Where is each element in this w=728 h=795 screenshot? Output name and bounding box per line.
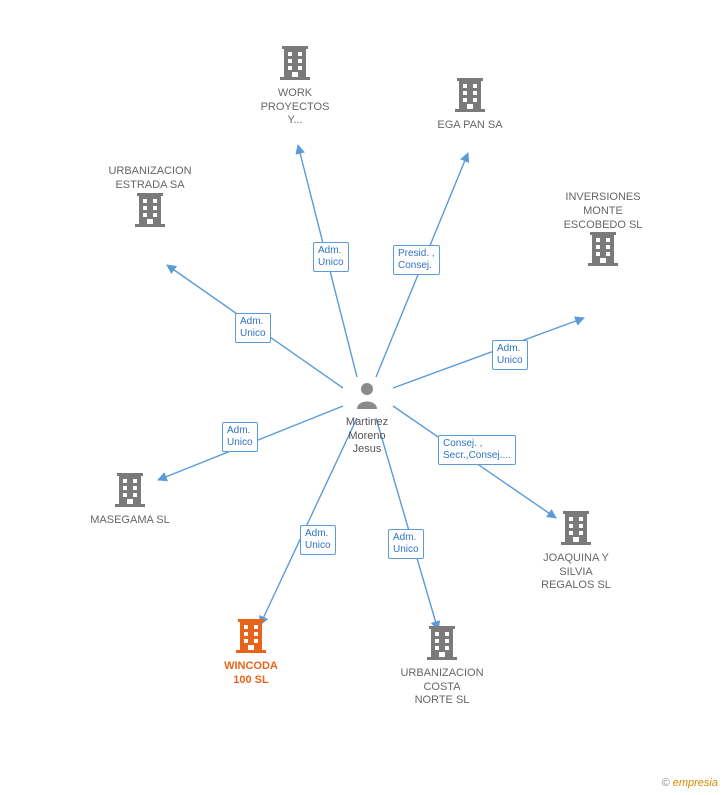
company-label: INVERSIONESMONTEESCOBEDO SL <box>543 191 663 232</box>
building-icon <box>588 232 618 271</box>
company-label: URBANIZACIONESTRADA SA <box>90 165 210 193</box>
company-node-work[interactable]: WORKPROYECTOSY... <box>235 46 355 128</box>
company-node-joaq[interactable]: JOAQUINA YSILVIAREGALOS SL <box>516 511 636 593</box>
company-node-urbcn[interactable]: URBANIZACIONCOSTANORTE SL <box>382 626 502 708</box>
building-icon <box>455 78 485 117</box>
center-label: MartinezMorenoJesus <box>327 416 407 457</box>
person-icon <box>355 381 379 414</box>
edge-label-ega: Presid. , Consej. <box>393 245 440 275</box>
copyright: © empresia <box>662 777 718 789</box>
edge-label-urbest: Adm. Unico <box>235 313 271 343</box>
building-icon <box>236 619 266 658</box>
company-label: MASEGAMA SL <box>70 514 190 528</box>
company-node-mase[interactable]: MASEGAMA SL <box>70 473 190 528</box>
building-icon <box>427 626 457 665</box>
copyright-symbol: © <box>662 777 670 789</box>
company-node-inv[interactable]: INVERSIONESMONTEESCOBEDO SL <box>543 189 663 271</box>
edge-label-winc: Adm. Unico <box>300 525 336 555</box>
building-icon <box>115 473 145 512</box>
company-node-ega[interactable]: EGA PAN SA <box>410 78 530 133</box>
center-person-node[interactable]: MartinezMorenoJesus <box>327 381 407 457</box>
company-node-urbest[interactable]: URBANIZACIONESTRADA SA <box>90 163 210 231</box>
edge-label-work: Adm. Unico <box>313 242 349 272</box>
company-label: JOAQUINA YSILVIAREGALOS SL <box>516 552 636 593</box>
company-node-winc[interactable]: WINCODA100 SL <box>191 619 311 687</box>
edge-label-mase: Adm. Unico <box>222 422 258 452</box>
company-label: EGA PAN SA <box>410 119 530 133</box>
building-icon <box>280 46 310 85</box>
edge-label-joaq: Consej. , Secr.,Consej.... <box>438 435 516 465</box>
copyright-brand: empresia <box>673 777 718 789</box>
company-label: WORKPROYECTOSY... <box>235 87 355 128</box>
company-label: URBANIZACIONCOSTANORTE SL <box>382 667 502 708</box>
company-label: WINCODA100 SL <box>191 660 311 688</box>
edge-label-inv: Adm. Unico <box>492 340 528 370</box>
building-icon <box>561 511 591 550</box>
edge-label-urbcn: Adm. Unico <box>388 529 424 559</box>
building-icon <box>135 193 165 232</box>
edge-line-inv <box>393 318 584 388</box>
